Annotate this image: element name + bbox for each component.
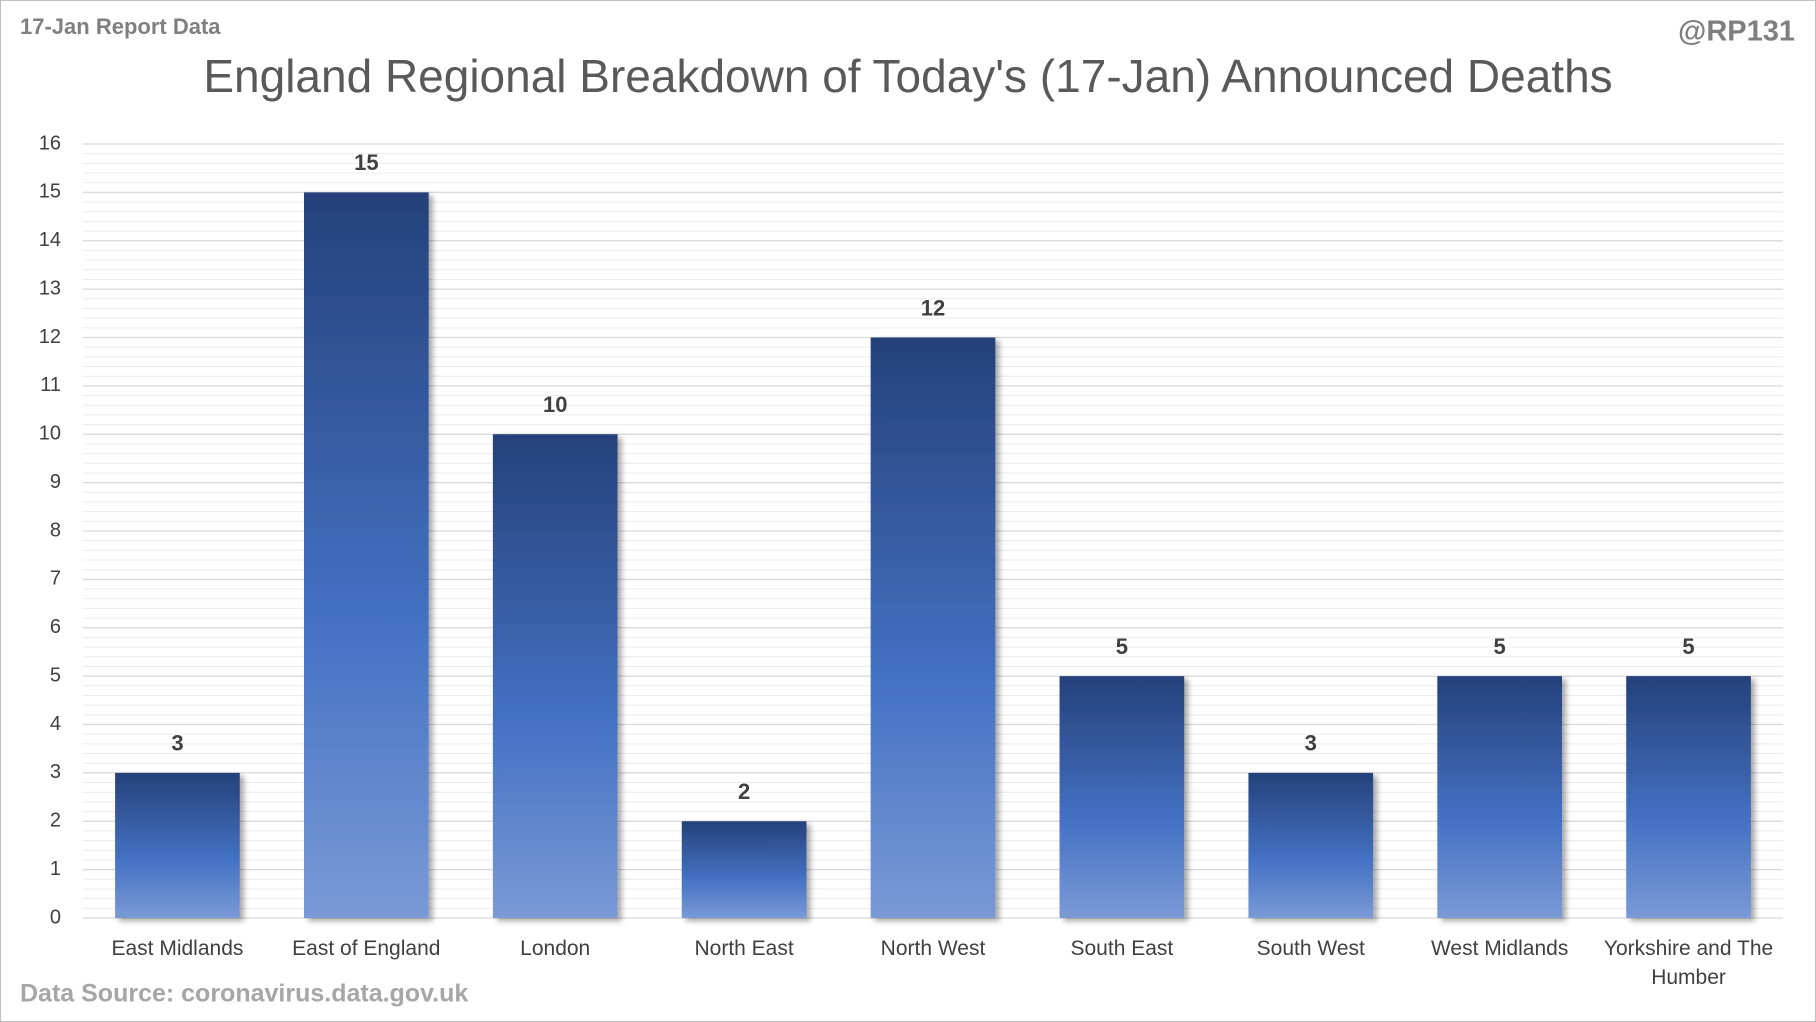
data-label: 2 [738,779,750,804]
x-tick-label: South East [1070,937,1174,960]
y-tick-label: 10 [39,423,61,445]
x-tick-label: Yorkshire and The Humber [1603,937,1774,989]
chart-title: England Regional Breakdown of Today's (1… [203,50,1612,102]
y-tick-label: 0 [50,906,61,928]
bar [1437,676,1562,918]
data-label: 3 [1305,731,1317,756]
source: Data Source: coronavirus.data.gov.uk [20,980,468,1008]
x-tick-label: East of England [292,937,441,960]
x-tick-label: West Midlands [1430,937,1569,960]
y-tick-label: 14 [39,229,61,251]
x-tick-label: North West [880,937,986,960]
bar [304,192,429,918]
data-label: 12 [921,295,945,320]
data-label: 5 [1494,634,1506,659]
bar [1248,772,1374,918]
y-tick-label: 12 [39,326,61,348]
y-tick-label: 4 [50,713,61,735]
y-tick-label: 9 [50,471,61,493]
y-tick-label: 11 [40,374,61,396]
bar [492,434,618,918]
x-tick-label: North East [694,937,794,960]
bar [681,821,807,918]
y-tick-label: 16 [39,132,61,154]
data-label: 10 [543,392,567,417]
data-label: 5 [1682,634,1694,659]
y-tick-label: 3 [50,761,61,783]
header-right: @RP131 [1678,16,1795,48]
y-tick-label: 7 [50,568,61,590]
bar [115,772,240,918]
y-tick-label: 2 [50,810,61,832]
data-label: 3 [171,731,183,756]
bar [1059,676,1185,918]
data-label: 5 [1116,634,1128,659]
y-tick-label: 13 [39,277,61,299]
y-tick-label: 15 [39,181,61,203]
y-tick-label: 1 [50,858,61,880]
data-label: 15 [354,150,378,175]
x-tick-label: London [520,937,591,960]
y-tick-label: 8 [50,519,61,541]
bar [870,337,996,918]
x-tick-label: South West [1256,937,1365,960]
header-left: 17-Jan Report Data [20,14,221,39]
x-tick-label: East Midlands [111,937,244,960]
y-tick-label: 6 [50,616,61,638]
y-tick-label: 5 [50,664,61,686]
bar [1626,676,1751,918]
